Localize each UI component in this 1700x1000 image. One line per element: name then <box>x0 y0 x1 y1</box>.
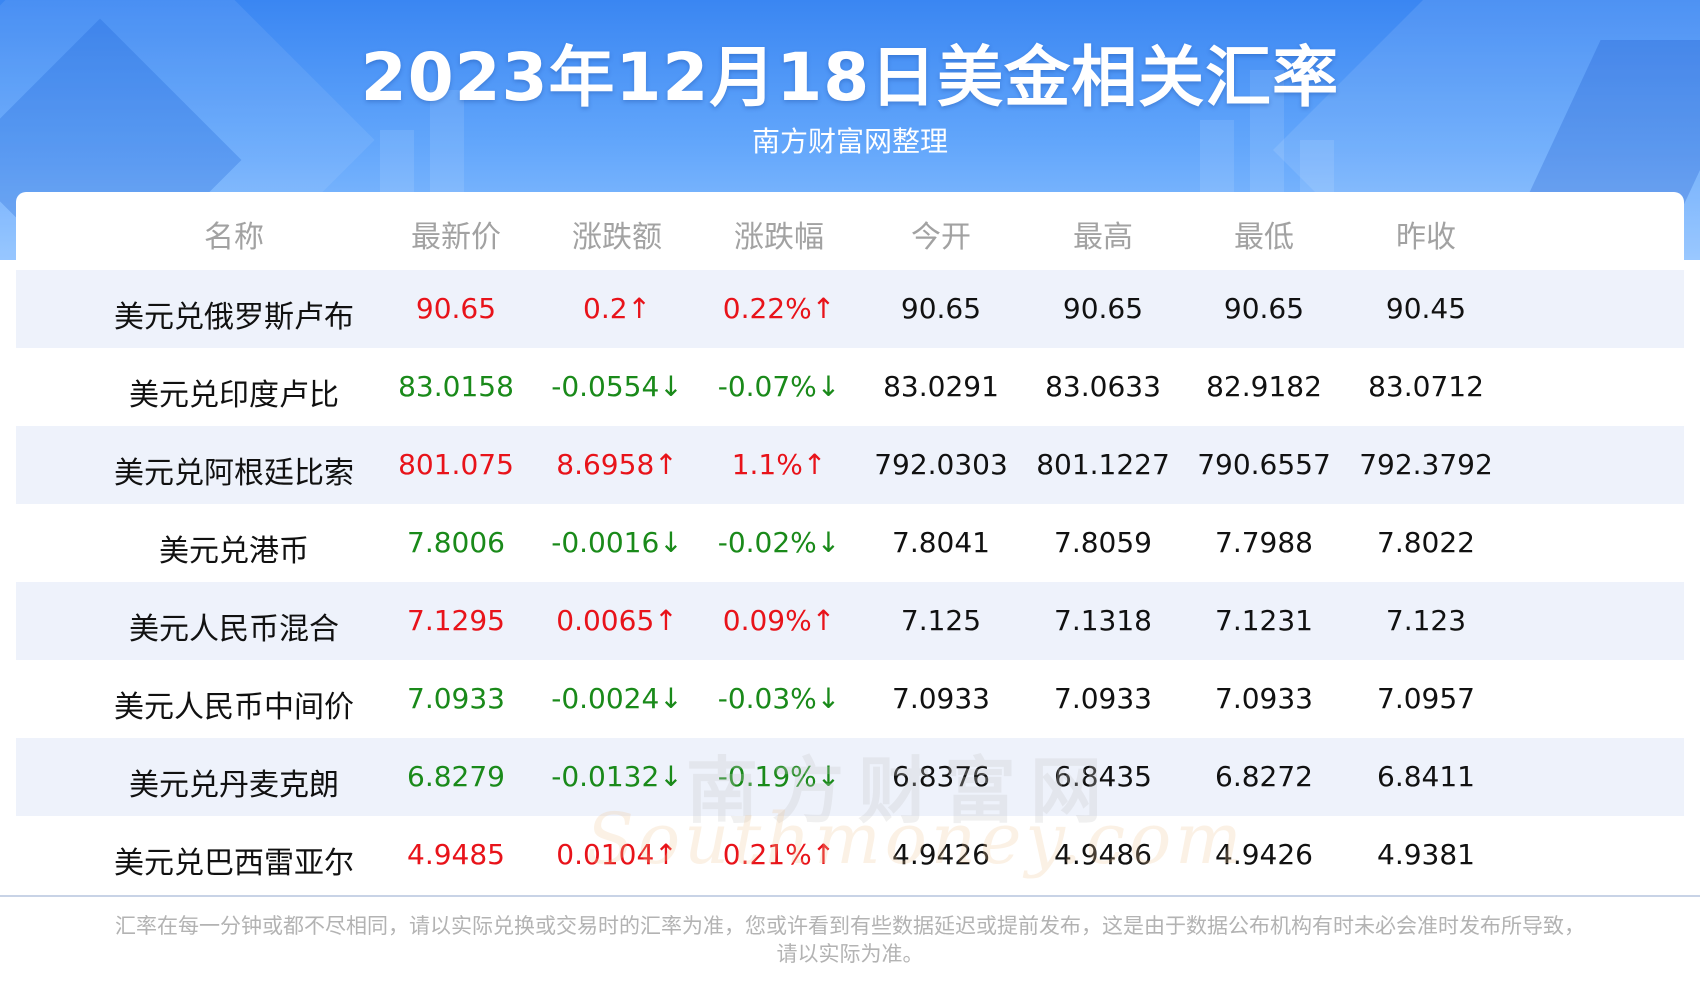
table-row: 美元兑港币 7.8006 -0.0016↓ -0.02%↓ 7.8041 7.8059 7.… <box>16 504 1684 582</box>
page-title: 2023年12月18日美金相关汇率 <box>360 39 1340 116</box>
cell-pct: 0.22%↑ <box>722 292 836 325</box>
cell-latest: 7.1295 <box>407 604 505 637</box>
cell-high: 7.8059 <box>1054 526 1152 559</box>
table-row: 美元兑丹麦克朗 6.8279 -0.0132↓ -0.19%↓ 6.8376 6.8435… <box>16 738 1684 816</box>
cell-pct: 0.09%↑ <box>722 604 836 637</box>
cell-open: 83.0291 <box>883 370 999 403</box>
table-header: 名称 最新价 涨跌额 涨跌幅 今开 最高 最低 昨收 <box>16 192 1684 270</box>
cell-change: 0.0104↑ <box>556 838 678 871</box>
cell-high: 83.0633 <box>1045 370 1161 403</box>
cell-prev: 4.9381 <box>1377 838 1475 871</box>
cell-name: 美元人民币中间价 <box>114 690 354 725</box>
table-row: 美元兑印度卢比 83.0158 -0.0554↓ -0.07%↓ 83.0291 83.0… <box>16 348 1684 426</box>
column-header-low: 最低 <box>1234 220 1294 255</box>
cell-name: 美元兑丹麦克朗 <box>129 768 339 803</box>
cell-prev: 90.45 <box>1385 292 1467 325</box>
cell-latest: 801.075 <box>398 448 514 481</box>
cell-change: 8.6958↑ <box>556 448 678 481</box>
cell-latest: 6.8279 <box>407 760 505 793</box>
cell-low: 7.1231 <box>1215 604 1313 637</box>
cell-open: 90.65 <box>900 292 982 325</box>
cell-name: 美元兑阿根廷比索 <box>114 456 354 491</box>
cell-prev: 7.0957 <box>1377 682 1475 715</box>
cell-change: -0.0016↓ <box>551 526 683 559</box>
disclaimer-line-2: 请以实际为准。 <box>776 942 924 966</box>
cell-pct: -0.03%↓ <box>717 682 841 715</box>
column-header-latest: 最新价 <box>411 220 501 255</box>
cell-name: 美元人民币混合 <box>129 612 339 647</box>
table-row: 美元人民币混合 7.1295 0.0065↑ 0.09%↑ 7.125 7.1318 7.1… <box>16 582 1684 660</box>
divider <box>0 895 1700 897</box>
cell-prev: 7.8022 <box>1377 526 1475 559</box>
cell-low: 6.8272 <box>1215 760 1313 793</box>
cell-change: 0.0065↑ <box>556 604 678 637</box>
decor-bar <box>380 130 414 200</box>
cell-open: 7.125 <box>900 604 982 637</box>
cell-open: 6.8376 <box>892 760 990 793</box>
cell-pct: 1.1%↑ <box>731 448 827 481</box>
cell-open: 7.0933 <box>892 682 990 715</box>
disclaimer: 汇率在每一分钟或都不尽相同，请以实际兑换或交易时的汇率为准，您或许看到有些数据延… <box>70 912 1630 968</box>
column-header-open: 今开 <box>911 220 971 255</box>
column-header-change: 涨跌额 <box>572 220 662 255</box>
cell-high: 7.1318 <box>1054 604 1152 637</box>
cell-pct: 0.21%↑ <box>722 838 836 871</box>
cell-prev: 83.0712 <box>1368 370 1484 403</box>
decor-bar <box>1250 70 1284 200</box>
column-header-pct: 涨跌幅 <box>734 220 824 255</box>
cell-high: 6.8435 <box>1054 760 1152 793</box>
table-row: 美元兑阿根廷比索 801.075 8.6958↑ 1.1%↑ 792.0303 801.1… <box>16 426 1684 504</box>
cell-high: 90.65 <box>1062 292 1144 325</box>
cell-low: 4.9426 <box>1215 838 1313 871</box>
cell-latest: 7.0933 <box>407 682 505 715</box>
cell-pct: -0.07%↓ <box>717 370 841 403</box>
page-subtitle: 南方财富网整理 <box>751 125 948 158</box>
cell-high: 801.1227 <box>1036 448 1170 481</box>
cell-latest: 90.65 <box>415 292 497 325</box>
cell-low: 90.65 <box>1223 292 1305 325</box>
cell-low: 7.0933 <box>1215 682 1313 715</box>
column-header-high: 最高 <box>1073 220 1133 255</box>
cell-change: -0.0554↓ <box>551 370 683 403</box>
table-row: 美元兑俄罗斯卢布 90.65 0.2↑ 0.22%↑ 90.65 90.65 90.65 90… <box>16 270 1684 348</box>
cell-open: 4.9426 <box>892 838 990 871</box>
cell-low: 790.6557 <box>1197 448 1331 481</box>
cell-change: 0.2↑ <box>583 292 651 325</box>
disclaimer-line-1: 汇率在每一分钟或都不尽相同，请以实际兑换或交易时的汇率为准，您或许看到有些数据延… <box>115 914 1585 938</box>
cell-prev: 792.3792 <box>1359 448 1493 481</box>
decor-bar <box>430 90 464 200</box>
cell-prev: 6.8411 <box>1377 760 1475 793</box>
cell-prev: 7.123 <box>1385 604 1467 637</box>
cell-low: 82.9182 <box>1206 370 1322 403</box>
cell-open: 792.0303 <box>874 448 1008 481</box>
table-row: 美元人民币中间价 7.0933 -0.0024↓ -0.03%↓ 7.0933 7.093… <box>16 660 1684 738</box>
cell-change: -0.0132↓ <box>551 760 683 793</box>
decor-bar <box>1200 120 1234 200</box>
cell-latest: 4.9485 <box>407 838 505 871</box>
cell-change: -0.0024↓ <box>551 682 683 715</box>
cell-latest: 7.8006 <box>407 526 505 559</box>
cell-low: 7.7988 <box>1215 526 1313 559</box>
column-header-prev: 昨收 <box>1396 220 1456 255</box>
cell-high: 7.0933 <box>1054 682 1152 715</box>
cell-high: 4.9486 <box>1054 838 1152 871</box>
cell-open: 7.8041 <box>892 526 990 559</box>
table-row: 美元兑巴西雷亚尔 4.9485 0.0104↑ 0.21%↑ 4.9426 4.9486 4… <box>16 816 1684 894</box>
cell-pct: -0.02%↓ <box>717 526 841 559</box>
cell-name: 美元兑港币 <box>159 534 309 569</box>
cell-latest: 83.0158 <box>398 370 514 403</box>
cell-name: 美元兑俄罗斯卢布 <box>114 300 354 335</box>
cell-pct: -0.19%↓ <box>717 760 841 793</box>
rates-table: 名称 最新价 涨跌额 涨跌幅 今开 最高 最低 昨收 美元兑俄罗斯卢布 90.65 0.2↑ 0.2… <box>16 192 1684 897</box>
column-header-name: 名称 <box>204 220 264 255</box>
cell-name: 美元兑印度卢比 <box>129 378 339 413</box>
cell-name: 美元兑巴西雷亚尔 <box>114 846 354 881</box>
decor-bar <box>1300 140 1334 200</box>
